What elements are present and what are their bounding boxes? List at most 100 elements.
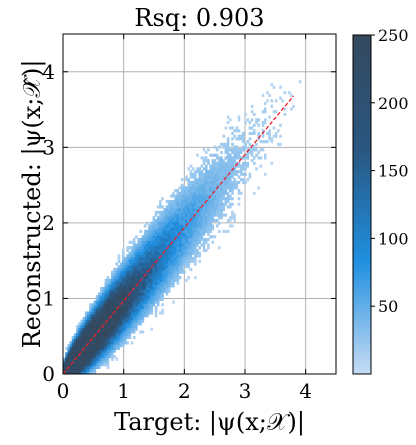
heatmap-cell <box>89 330 92 334</box>
heatmap-cell <box>141 254 145 258</box>
heatmap-cell <box>106 316 110 320</box>
heatmap-cell <box>126 327 129 331</box>
heatmap-cell <box>226 175 230 179</box>
heatmap-cell <box>100 346 103 350</box>
heatmap-cell <box>187 183 191 187</box>
heatmap-cell <box>165 251 169 255</box>
heatmap-cell <box>156 289 160 293</box>
heatmap-cell <box>91 327 94 331</box>
heatmap-cell <box>220 167 223 171</box>
heatmap-cell <box>159 262 162 266</box>
heatmap-cell <box>215 208 219 212</box>
heatmap-cell <box>87 338 90 342</box>
heatmap-cell <box>152 289 156 293</box>
heatmap-cell <box>218 213 221 217</box>
heatmap-cell <box>143 306 147 310</box>
heatmap-cell <box>78 365 81 369</box>
heatmap-cell <box>220 172 223 176</box>
heatmap-cell <box>154 246 158 250</box>
heatmap-cell <box>145 259 149 263</box>
heatmap-cell <box>167 243 171 247</box>
heatmap-cell <box>76 333 79 337</box>
heatmap-cell <box>211 213 215 217</box>
heatmap-cell <box>198 183 201 187</box>
heatmap-cell <box>167 221 171 225</box>
heatmap-cell <box>189 197 193 201</box>
heatmap-cell <box>191 186 195 190</box>
heatmap-cell <box>67 352 70 356</box>
heatmap-cell <box>209 167 212 171</box>
heatmap-cell <box>89 357 92 361</box>
heatmap-cell <box>111 322 114 326</box>
heatmap-cell <box>115 322 118 326</box>
heatmap-cell <box>170 199 173 204</box>
heatmap-cell <box>117 303 121 307</box>
heatmap-cell <box>183 213 186 217</box>
heatmap-cell <box>154 218 158 223</box>
heatmap-cell <box>204 248 208 252</box>
heatmap-cell <box>246 140 250 144</box>
heatmap-cell <box>126 306 129 310</box>
heatmap-cell <box>161 246 164 250</box>
heatmap-cell <box>130 300 134 304</box>
heatmap-cell <box>220 186 223 190</box>
colorbar-tick-label: 50 <box>378 297 398 316</box>
heatmap-cell <box>198 186 201 190</box>
heatmap-cell <box>235 129 239 133</box>
heatmap-cell <box>202 148 206 152</box>
heatmap-cell <box>89 341 92 345</box>
heatmap-cell <box>126 276 129 280</box>
heatmap-cell <box>145 289 149 293</box>
heatmap-cell <box>143 295 147 299</box>
heatmap-cell <box>95 303 99 307</box>
heatmap-cell <box>248 175 252 179</box>
heatmap-cell <box>137 303 140 307</box>
heatmap-cell <box>141 295 145 299</box>
heatmap-cell <box>198 210 201 214</box>
heatmap-cell <box>91 365 94 369</box>
heatmap-cell <box>104 322 108 326</box>
heatmap-cell <box>204 197 208 201</box>
heatmap-cell <box>130 308 134 312</box>
heatmap-cell <box>211 180 215 184</box>
heatmap-cell <box>257 186 260 190</box>
heatmap-cell <box>141 276 145 280</box>
heatmap-cell <box>80 344 84 348</box>
heatmap-cell <box>159 240 162 244</box>
heatmap-cell <box>274 99 278 103</box>
heatmap-cell <box>159 235 162 239</box>
heatmap-cell <box>161 257 164 261</box>
heatmap-cell <box>145 292 149 296</box>
heatmap-cell <box>244 142 247 146</box>
heatmap-cell <box>150 300 153 304</box>
heatmap-cell <box>180 213 184 217</box>
heatmap-cell <box>209 210 212 214</box>
heatmap-cell <box>102 325 105 329</box>
heatmap-cell <box>115 311 118 315</box>
heatmap-cell <box>211 218 215 223</box>
heatmap-cell <box>124 316 127 320</box>
heatmap-cell <box>82 333 86 337</box>
heatmap-cell <box>91 311 94 315</box>
heatmap-cell <box>180 183 184 187</box>
heatmap-cell <box>191 238 195 242</box>
heatmap-cell <box>100 352 103 356</box>
heatmap-cell <box>108 289 112 293</box>
heatmap-cell <box>218 208 221 212</box>
heatmap-cell <box>163 286 167 291</box>
heatmap-cell <box>115 278 118 282</box>
heatmap-cell <box>104 286 108 291</box>
heatmap-cell <box>130 248 134 252</box>
heatmap-cell <box>82 349 86 353</box>
heatmap-cell <box>198 202 201 206</box>
heatmap-cell <box>150 270 153 274</box>
heatmap-cell <box>143 248 147 252</box>
heatmap-cell <box>128 322 132 326</box>
heatmap-cell <box>87 349 90 353</box>
heatmap-cell <box>106 357 110 361</box>
heatmap-cell <box>150 238 153 242</box>
heatmap-cell <box>226 142 230 146</box>
heatmap-cell <box>233 178 236 182</box>
heatmap-cell <box>97 306 101 310</box>
heatmap-cell <box>261 140 265 144</box>
